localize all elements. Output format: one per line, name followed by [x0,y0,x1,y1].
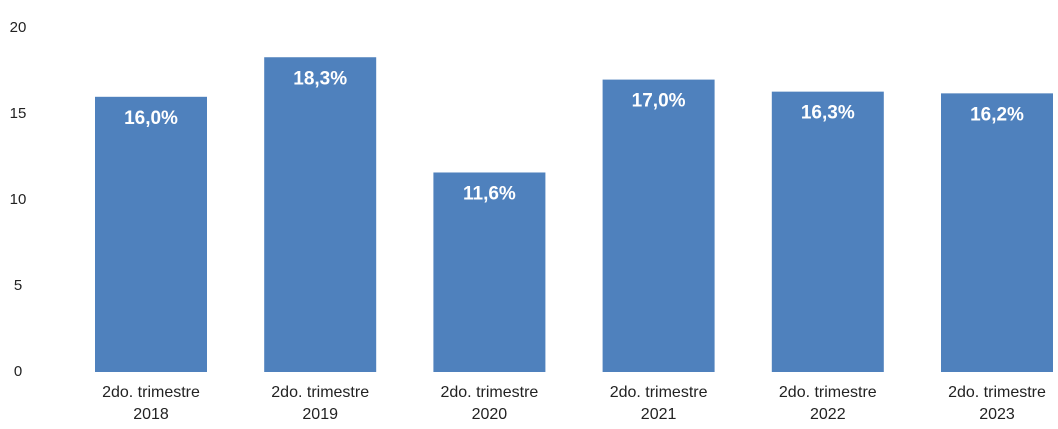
x-tick-label: 2do. trimestre 2021 [609,384,708,423]
value-label: 18,3% [293,68,347,89]
y-tick-label: 20 [10,19,27,36]
y-tick-label: 5 [14,277,22,294]
y-tick-label: 10 [10,191,27,208]
bar [771,91,884,372]
x-tick-label: 2do. trimestre 2019 [271,384,370,423]
value-label: 11,6% [463,183,516,204]
value-label: 16,0% [124,108,178,129]
x-tick-label: 2do. trimestre 2018 [102,384,200,423]
x-tick-label: 2do. trimestre 2022 [778,384,877,423]
x-tick-label: 2do. trimestre 2020 [440,384,539,423]
bar [602,79,715,372]
value-label: 17,0% [632,91,686,112]
bar [433,172,546,372]
x-tick-label: 2do. trimestre 2023 [948,384,1046,423]
y-tick-label: 15 [10,105,27,122]
bar [264,57,377,373]
y-tick-label: 0 [14,363,22,380]
value-label: 16,3% [801,103,855,124]
bar [941,93,1053,373]
value-label: 16,2% [970,104,1024,125]
bar [95,96,207,373]
